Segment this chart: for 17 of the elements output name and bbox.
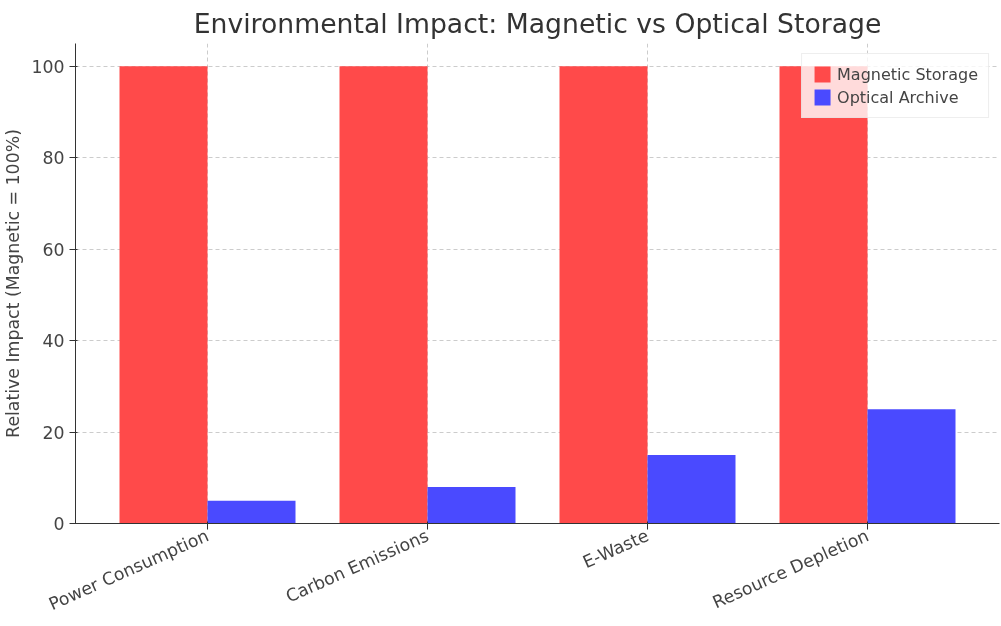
bar [119,66,208,524]
y-tick-label: 20 [42,422,65,443]
bar [647,454,736,524]
bar [559,66,648,524]
legend-label: Optical Archive [837,87,959,107]
chart-title: Environmental Impact: Magnetic vs Optical Storage [193,7,882,39]
bar [339,66,428,524]
bar [207,500,296,524]
y-tick-label: 60 [42,239,65,260]
y-axis-title: Relative Impact (Magnetic = 100%) [3,129,24,438]
y-tick-label: 80 [42,148,65,169]
bar [867,409,956,524]
y-tick-label: 100 [31,56,65,77]
y-tick-label: 40 [42,331,65,352]
legend-label: Magnetic Storage [837,64,978,84]
y-tick-label: 0 [53,514,65,534]
bar [427,486,516,524]
